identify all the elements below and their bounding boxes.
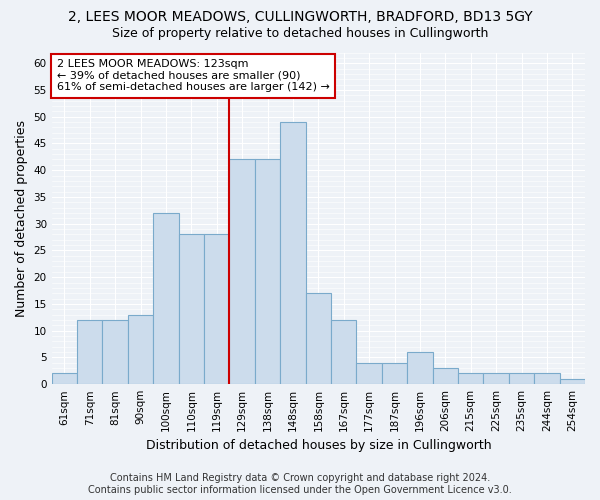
Bar [407,352,433,384]
Bar [433,368,458,384]
Bar [305,293,331,384]
Bar [484,374,509,384]
Bar [560,379,585,384]
Bar [153,213,179,384]
Text: Size of property relative to detached houses in Cullingworth: Size of property relative to detached ho… [112,28,488,40]
Bar [77,320,103,384]
Bar [255,160,280,384]
Text: Contains HM Land Registry data © Crown copyright and database right 2024.
Contai: Contains HM Land Registry data © Crown c… [88,474,512,495]
Text: 2, LEES MOOR MEADOWS, CULLINGWORTH, BRADFORD, BD13 5GY: 2, LEES MOOR MEADOWS, CULLINGWORTH, BRAD… [68,10,532,24]
Bar [356,363,382,384]
Bar [52,374,77,384]
Bar [128,314,153,384]
Bar [229,160,255,384]
Bar [509,374,534,384]
Text: 2 LEES MOOR MEADOWS: 123sqm
← 39% of detached houses are smaller (90)
61% of sem: 2 LEES MOOR MEADOWS: 123sqm ← 39% of det… [57,59,330,92]
X-axis label: Distribution of detached houses by size in Cullingworth: Distribution of detached houses by size … [146,440,491,452]
Bar [280,122,305,384]
Bar [382,363,407,384]
Bar [458,374,484,384]
Bar [103,320,128,384]
Bar [204,234,229,384]
Bar [331,320,356,384]
Y-axis label: Number of detached properties: Number of detached properties [15,120,28,317]
Bar [534,374,560,384]
Bar [179,234,204,384]
